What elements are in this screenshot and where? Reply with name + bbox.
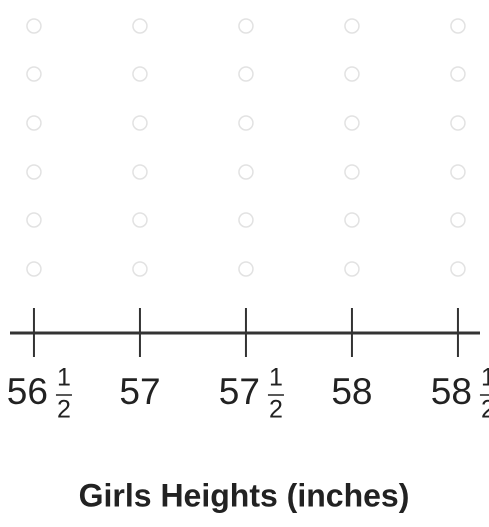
tick-denominator: 2	[481, 396, 489, 424]
dot-slot[interactable]	[238, 18, 254, 34]
dot-slot[interactable]	[132, 115, 148, 131]
dot-slot[interactable]	[450, 66, 466, 82]
dot-slot[interactable]	[26, 18, 42, 34]
tick-numerator: 1	[57, 364, 71, 392]
dot-slot[interactable]	[344, 66, 360, 82]
dot-slot[interactable]	[344, 164, 360, 180]
dot-slot[interactable]	[450, 115, 466, 131]
dot-slot[interactable]	[132, 18, 148, 34]
dot-slot[interactable]	[344, 18, 360, 34]
x-tick-label: 57	[219, 371, 260, 412]
dot-slot[interactable]	[26, 164, 42, 180]
dot-slot[interactable]	[26, 66, 42, 82]
x-tick-label: 58	[331, 371, 372, 412]
chart-title: Girls Heights (inches)	[79, 477, 410, 513]
dot-slot[interactable]	[238, 115, 254, 131]
tick-numerator: 1	[481, 364, 489, 392]
dot-slot[interactable]	[26, 261, 42, 277]
tick-numerator: 1	[269, 364, 283, 392]
dot-slot[interactable]	[26, 212, 42, 228]
dot-slot[interactable]	[132, 212, 148, 228]
dot-slot[interactable]	[344, 261, 360, 277]
dot-slot[interactable]	[344, 212, 360, 228]
x-tick-label: 56	[7, 371, 48, 412]
dot-slot[interactable]	[238, 212, 254, 228]
tick-denominator: 2	[57, 396, 71, 424]
dot-slot[interactable]	[238, 261, 254, 277]
x-tick-label: 57	[119, 371, 160, 412]
dot-slot[interactable]	[450, 261, 466, 277]
dot-slot[interactable]	[238, 164, 254, 180]
dot-slot[interactable]	[450, 18, 466, 34]
dot-slot[interactable]	[26, 115, 42, 131]
dot-slot[interactable]	[132, 66, 148, 82]
x-tick-label: 58	[431, 371, 472, 412]
dot-slot[interactable]	[238, 66, 254, 82]
dot-slot[interactable]	[450, 212, 466, 228]
dot-slot[interactable]	[132, 164, 148, 180]
dot-slot[interactable]	[450, 164, 466, 180]
dot-slot[interactable]	[132, 261, 148, 277]
dot-slot[interactable]	[344, 115, 360, 131]
tick-denominator: 2	[269, 396, 283, 424]
